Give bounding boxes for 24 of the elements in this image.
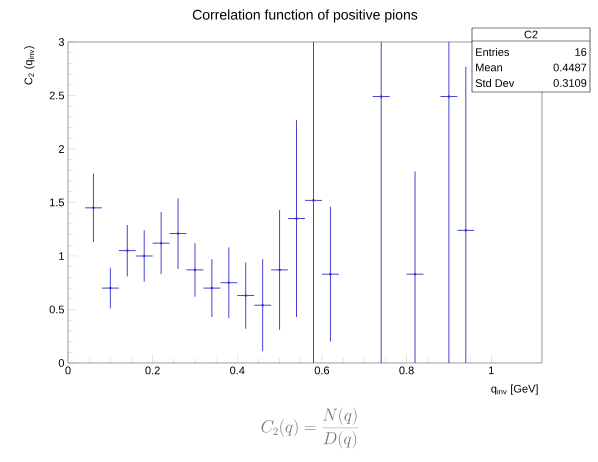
y-tick-label: 1.5 (50, 198, 64, 206)
chart-title: Correlation function of positive pions (192, 9, 418, 22)
x-tick-label: 0.4 (230, 366, 245, 374)
y-tick-label: 0.5 (50, 306, 64, 314)
y-tick-label: 2 (58, 145, 64, 153)
y-axis-title: C$_{2}$ (q$_{inv}$) (24, 46, 34, 85)
text: 0.4487 (554, 64, 586, 72)
text: 16 (575, 48, 586, 56)
text: 0.3109 (554, 79, 586, 87)
annotation: Entries (476, 48, 510, 56)
text: C2 (524, 30, 538, 38)
x-axis-title: q$_{inv}$ [GeV] (491, 384, 538, 395)
x-tick-label: 0.6 (314, 366, 330, 374)
x-tick-label: 1 (488, 366, 494, 374)
x-tick-label: 0 (65, 366, 71, 374)
annotation: Mean (476, 64, 502, 72)
x-tick-label: 0.2 (145, 366, 160, 374)
text: $C_2(q) = \frac{N(q)}{D(q)}$ (262, 408, 358, 448)
y-tick-label: 3 (58, 38, 64, 46)
y-tick-label: 2.5 (50, 92, 64, 100)
y-tick-label: 1 (59, 252, 64, 260)
annotation: Std Dev (476, 78, 514, 88)
x-tick-label: 0.8 (399, 366, 414, 374)
y-tick-label: 0 (58, 359, 64, 367)
